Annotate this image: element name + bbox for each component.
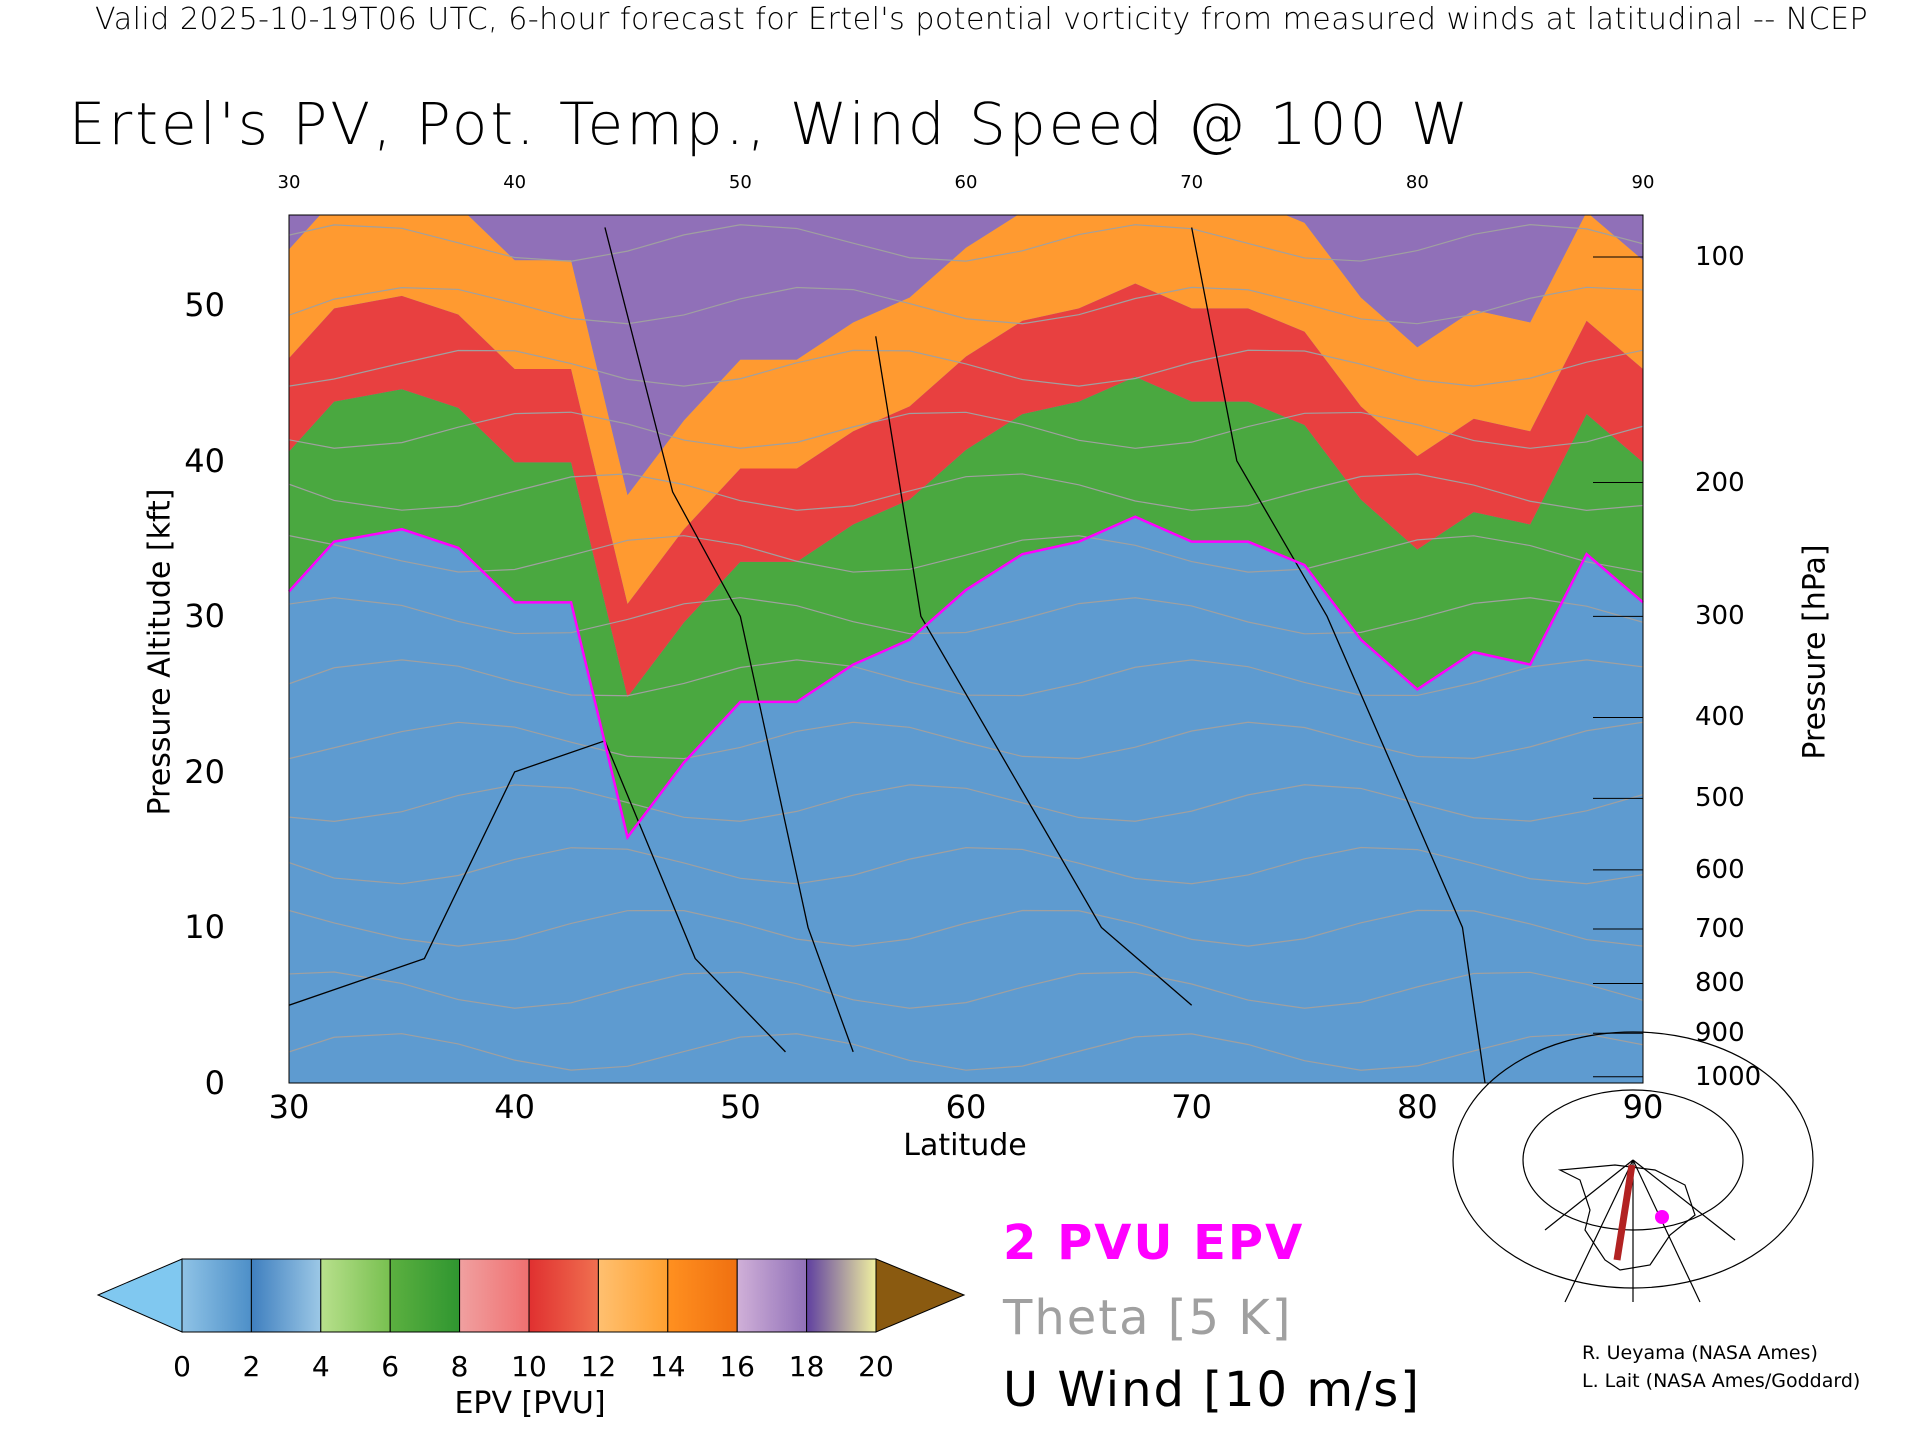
y-axis-label-left: Pressure Altitude [kft] bbox=[142, 488, 178, 816]
pressure-tick-label: 400 bbox=[1695, 702, 1745, 733]
x-tick-label: 80 bbox=[1396, 1088, 1438, 1126]
theta-contour bbox=[289, 286, 1643, 325]
y-tick-label: 40 bbox=[184, 441, 225, 480]
theta-contour bbox=[289, 411, 1643, 449]
legend-epv: 2 PVU EPV bbox=[1003, 1215, 1305, 1271]
legend-uwind: U Wind [10 m/s] bbox=[1003, 1362, 1422, 1418]
colorbar-bin bbox=[459, 1258, 530, 1333]
x-axis-label: Latitude bbox=[903, 1128, 1027, 1163]
theta-contour bbox=[289, 473, 1643, 511]
colorbar-over-arrow bbox=[875, 1258, 966, 1333]
epv-band-14-20 bbox=[289, 215, 1643, 495]
y-axis-label-right: Pressure [hPa] bbox=[1797, 544, 1833, 760]
pressure-tick-label: 100 bbox=[1695, 242, 1745, 272]
top-x-tick-label: 50 bbox=[728, 172, 752, 193]
colorbar-bin bbox=[736, 1258, 808, 1333]
colorbar-bin bbox=[528, 1258, 599, 1333]
pressure-tick-label: 900 bbox=[1695, 1018, 1745, 1049]
colorbar-tick-label: 4 bbox=[311, 1350, 330, 1383]
y-tick-label: 0 bbox=[204, 1064, 225, 1102]
pressure-tick-label: 500 bbox=[1695, 783, 1745, 814]
wind-contour bbox=[1191, 227, 1486, 1083]
colorbar-bin bbox=[181, 1258, 252, 1333]
epv-band-4-8 bbox=[289, 376, 1643, 838]
colorbar-tick-label: 6 bbox=[381, 1350, 400, 1383]
chart-title-text: Ertel's PV, Pot. Temp., Wind Speed @ 100… bbox=[68, 90, 1472, 158]
legend-theta: Theta [5 K] bbox=[1003, 1290, 1293, 1346]
epv-field bbox=[289, 215, 1643, 1083]
pressure-tick-label: 800 bbox=[1695, 968, 1745, 999]
x-tick-label: 50 bbox=[719, 1088, 761, 1126]
theta-contour bbox=[289, 224, 1643, 262]
pressure-tick-label: 300 bbox=[1695, 601, 1745, 632]
wind-contour bbox=[875, 336, 1193, 1006]
chart-title: Ertel's PV, Pot. Temp., Wind Speed @ 100… bbox=[0, 90, 1920, 158]
x-tick-label: 90 bbox=[1622, 1088, 1664, 1126]
colorbar-under-arrow bbox=[96, 1258, 183, 1333]
theta-contour bbox=[289, 349, 1643, 387]
top-x-tick-label: 40 bbox=[503, 172, 527, 193]
epv-band-12-14 bbox=[289, 215, 1643, 604]
theta-contour bbox=[289, 846, 1643, 885]
pressure-tick-label: 200 bbox=[1695, 467, 1745, 498]
wind-contour bbox=[289, 739, 786, 1053]
pv-2pvu-contour bbox=[288, 515, 1644, 841]
top-x-tick-label: 80 bbox=[1405, 172, 1429, 193]
y-tick-label: 50 bbox=[184, 286, 225, 325]
theta-contour bbox=[289, 971, 1643, 1009]
y-tick-label: 30 bbox=[184, 597, 225, 636]
theta-contour bbox=[289, 784, 1643, 822]
colorbar-tick-label: 10 bbox=[511, 1350, 547, 1383]
top-x-tick-label: 70 bbox=[1180, 172, 1204, 193]
subtitle: Valid 2025-10-19T06 UTC, 6-hour forecast… bbox=[95, 2, 1869, 37]
pressure-tick-label: 600 bbox=[1695, 854, 1745, 885]
colorbar-bin bbox=[597, 1258, 669, 1333]
colorbar-tick-label: 8 bbox=[450, 1350, 469, 1383]
colorbar-tick-label: 12 bbox=[580, 1350, 617, 1383]
credit-line-2: L. Lait (NASA Ames/Goddard) bbox=[1582, 1370, 1861, 1392]
top-x-tick-label: 60 bbox=[954, 172, 978, 193]
theta-contour bbox=[289, 909, 1643, 947]
theta-contour bbox=[289, 721, 1643, 760]
colorbar-bin bbox=[389, 1258, 461, 1333]
colorbar-tick-label: 0 bbox=[173, 1350, 191, 1383]
y-tick-label: 20 bbox=[184, 752, 225, 791]
colorbar-tick-label: 16 bbox=[719, 1350, 756, 1383]
colorbar-bin bbox=[320, 1258, 391, 1333]
colorbar-label: EPV [PVU] bbox=[454, 1386, 606, 1421]
x-tick-label: 70 bbox=[1171, 1088, 1213, 1126]
colorbar-tick-label: 18 bbox=[788, 1350, 825, 1383]
theta-contour bbox=[289, 597, 1643, 635]
colorbar-tick-label: 2 bbox=[242, 1350, 261, 1383]
theta-contour bbox=[289, 1033, 1643, 1071]
colorbar-bin bbox=[806, 1258, 877, 1333]
pressure-tick-label: 1000 bbox=[1695, 1061, 1762, 1092]
top-x-tick-label: 90 bbox=[1631, 172, 1655, 193]
plot-frame bbox=[288, 214, 1644, 1084]
theta-contour bbox=[289, 535, 1643, 573]
colorbar-tick-label: 20 bbox=[858, 1350, 894, 1383]
x-tick-label: 60 bbox=[945, 1088, 987, 1126]
colorbar-bin bbox=[250, 1258, 322, 1333]
x-tick-label: 30 bbox=[268, 1088, 310, 1126]
credit-line-1: R. Ueyama (NASA Ames) bbox=[1582, 1342, 1818, 1364]
y-tick-label: 10 bbox=[184, 908, 225, 947]
wind-contour bbox=[604, 227, 854, 1053]
colorbar-tick-label: 14 bbox=[649, 1350, 686, 1383]
top-x-tick-label: 30 bbox=[277, 172, 301, 193]
pressure-tick-label: 700 bbox=[1695, 914, 1745, 944]
epv-band-8-12 bbox=[289, 283, 1643, 698]
colorbar-bin bbox=[667, 1258, 738, 1333]
x-tick-label: 40 bbox=[494, 1088, 536, 1126]
